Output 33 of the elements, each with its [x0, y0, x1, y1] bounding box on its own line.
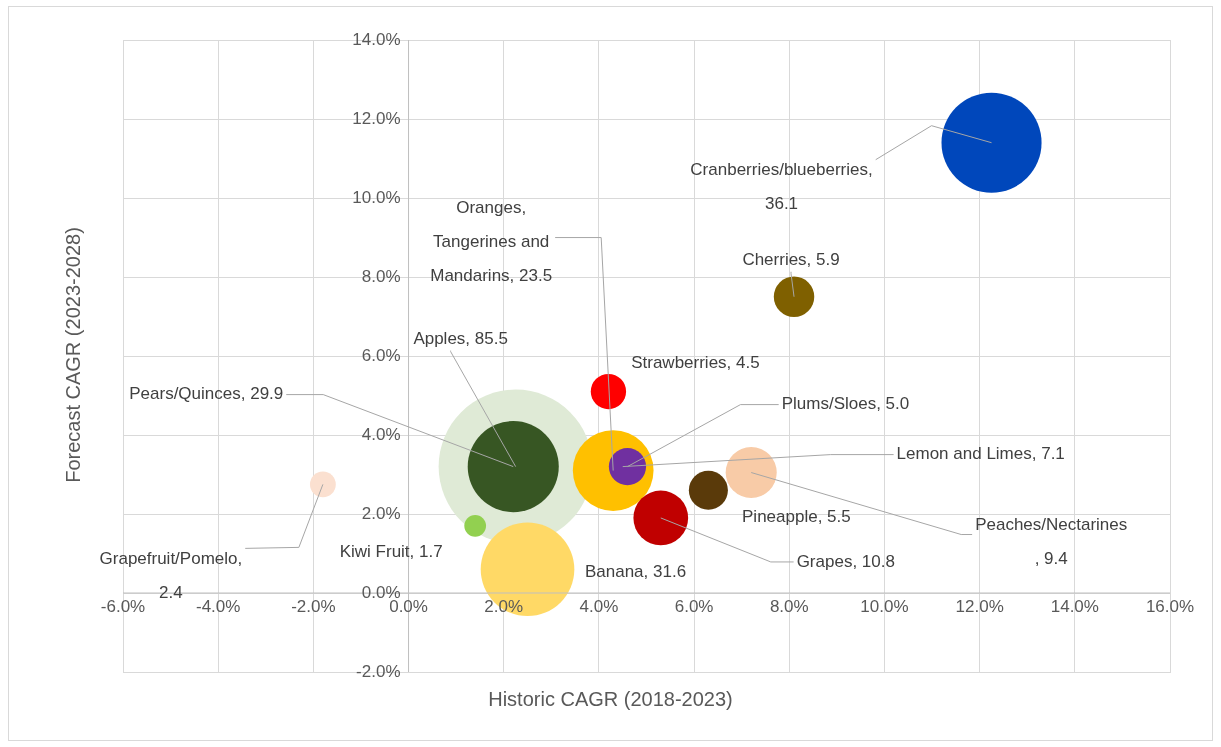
y-tick-label: 14.0% [352, 29, 401, 49]
data-label: Banana, 31.6 [584, 561, 687, 581]
data-label: Kiwi Fruit, 1.7 [339, 541, 443, 561]
x-tick-label: 12.0% [955, 597, 1004, 617]
data-label: Peaches/Nectarines , 9.4 [975, 515, 1128, 569]
x-tick-label: 16.0% [1145, 597, 1195, 617]
data-label: Apples, 85.5 [413, 329, 508, 349]
data-label: Oranges, Tangerines and Mandarins, 23.5 [430, 198, 553, 286]
y-tick-label: 10.0% [352, 187, 401, 207]
y-axis-title: Forecast CAGR (2023-2028) [61, 227, 85, 483]
annotation: Lemon and Limes, 7.1 [896, 444, 1065, 464]
x-tick-label: 0.0% [389, 597, 428, 617]
data-label: Cranberries/blueberries, 36.1 [690, 160, 873, 214]
data-label: Plums/Sloes, 5.0 [781, 394, 910, 414]
x-tick-label: 14.0% [1050, 597, 1099, 617]
y-tick-label: 12.0% [352, 108, 401, 128]
y-tick-label: 8.0% [361, 266, 401, 286]
y-tick-label: -2.0% [356, 661, 401, 681]
x-tick-label: -2.0% [291, 597, 336, 617]
x-tick-label: 4.0% [579, 597, 619, 617]
data-label: Pears/Quinces, 29.9 [129, 384, 284, 404]
data-label: Strawberries, 4.5 [631, 353, 760, 373]
y-tick-label: 2.0% [361, 503, 401, 523]
x-tick-label: 10.0% [860, 597, 909, 617]
y-tick-label: 6.0% [361, 345, 401, 365]
data-label: Pineapple, 5.5 [742, 506, 851, 526]
x-tick-label: 6.0% [674, 597, 714, 617]
x-axis-title: Historic CAGR (2018-2023) [487, 688, 734, 711]
x-tick-label: -4.0% [195, 597, 241, 617]
y-tick-label: 4.0% [361, 424, 401, 444]
x-tick-label: 8.0% [769, 597, 809, 617]
data-label: Cherries, 5.9 [742, 250, 840, 270]
data-label: Grapes, 10.8 [796, 551, 895, 571]
